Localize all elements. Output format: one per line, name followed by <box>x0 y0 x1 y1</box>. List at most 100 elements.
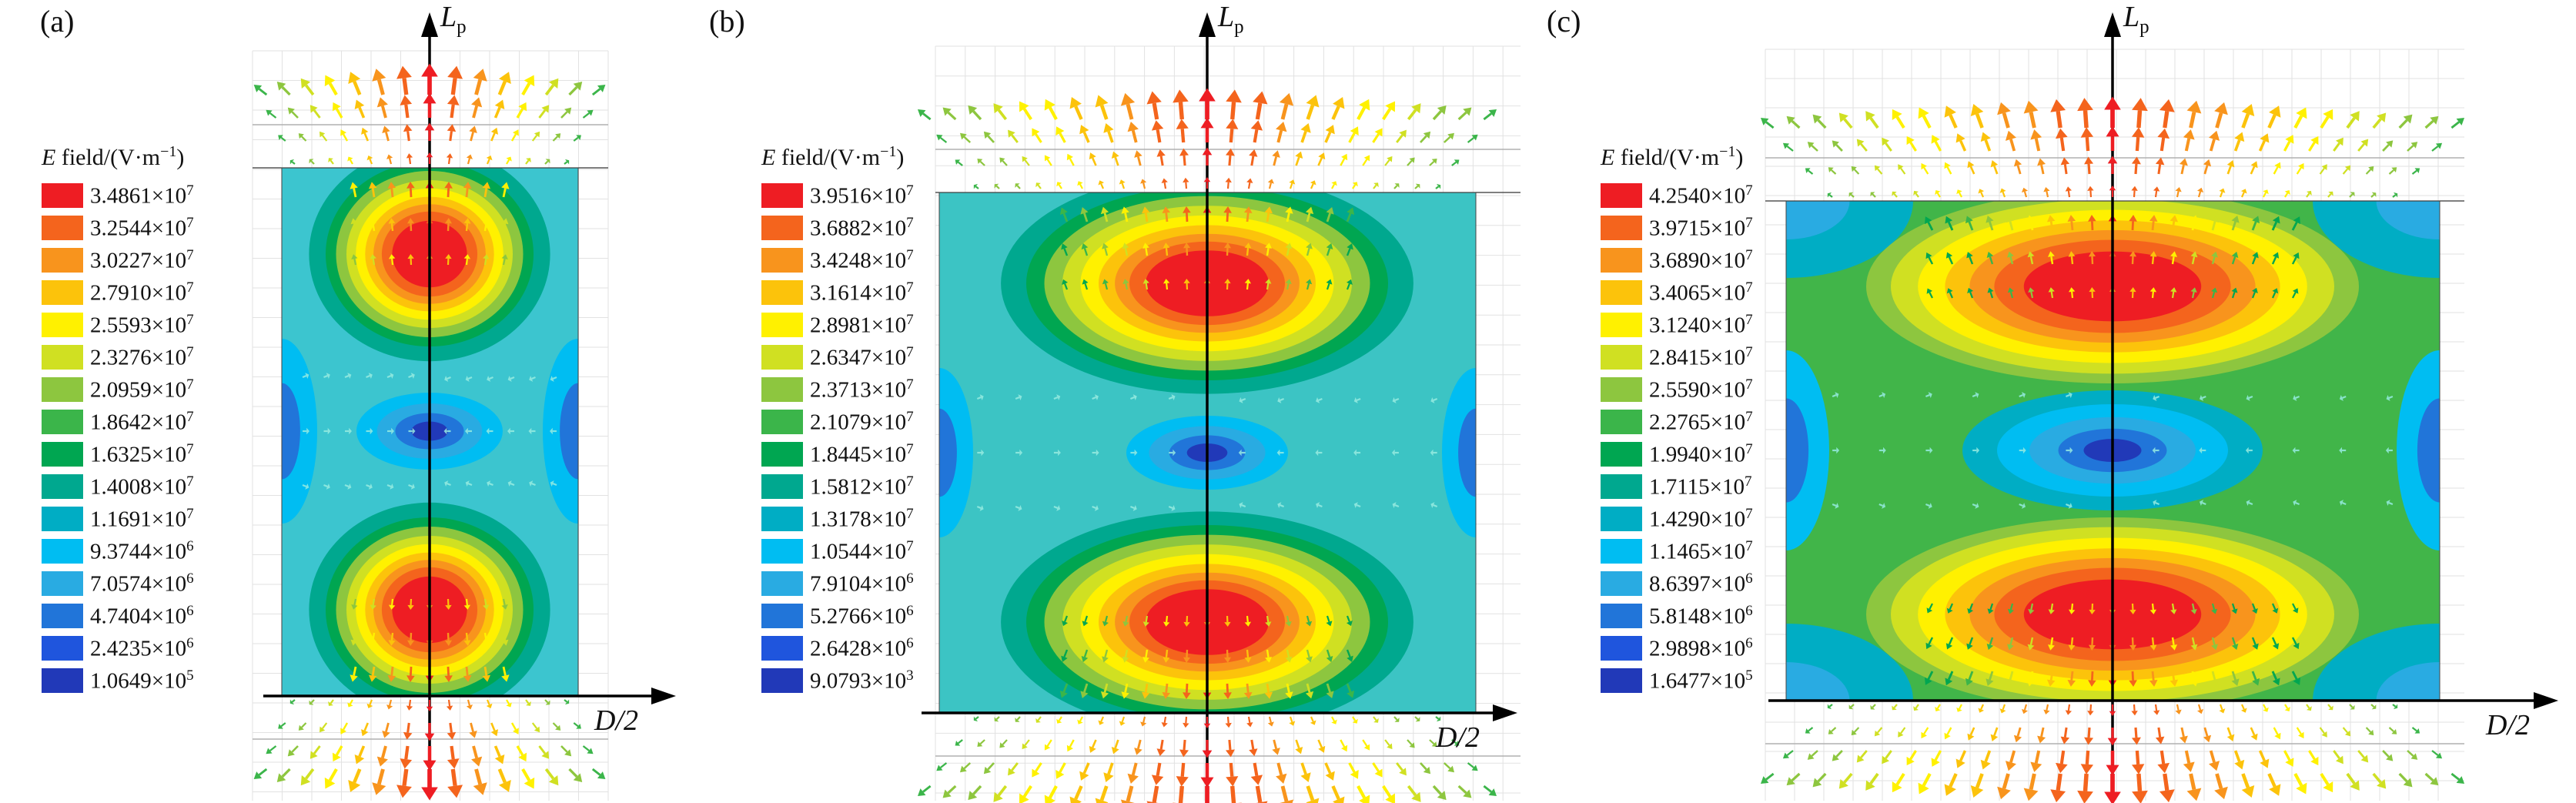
colorbar-swatch <box>761 216 803 240</box>
colorbar-value: 2.2765×107 <box>1649 409 1753 435</box>
colorbar-value: 2.1079×107 <box>810 409 914 435</box>
colorbar-row: 2.9898×106 <box>1601 636 1808 661</box>
colorbar-value: 8.6397×106 <box>1649 570 1753 597</box>
y-axis-symbol: L <box>1218 1 1235 33</box>
colorbar-swatch <box>42 636 83 661</box>
colorbar-row: 2.5590×107 <box>1601 377 1808 402</box>
colorbar-row: 2.2765×107 <box>1601 410 1808 434</box>
colorbar: 4.2540×107 3.9715×107 3.6890×107 3.4065×107… <box>1601 183 1808 693</box>
colorbar-value: 3.9715×107 <box>1649 215 1753 241</box>
colorbar-row: 1.3178×107 <box>761 507 969 531</box>
contour-layers <box>282 168 578 696</box>
legend-title-text: field/(V·m <box>55 145 161 170</box>
colorbar-swatch <box>1601 668 1642 693</box>
y-axis-label: Lp <box>2123 0 2149 38</box>
colorbar-row: 1.8642×107 <box>42 410 249 434</box>
legend-title-close: ) <box>896 145 905 170</box>
y-axis-label: Lp <box>1218 0 1244 38</box>
colorbar-value: 4.7404×106 <box>90 603 194 629</box>
colorbar-swatch <box>42 345 83 370</box>
colorbar-value: 1.1691×107 <box>90 506 194 532</box>
colorbar-row: 4.7404×106 <box>42 604 249 628</box>
y-axis-symbol: L <box>2123 1 2140 33</box>
colorbar-value: 5.8148×106 <box>1649 603 1753 629</box>
colorbar-value: 3.0227×107 <box>90 247 194 273</box>
panel-b: (b) E field/(V·m−1) 3.9516×107 3.6882×107… <box>691 0 1534 803</box>
colorbar-legend: E field/(V·m−1) 3.9516×107 3.6882×107 3.42… <box>761 143 969 701</box>
colorbar-value: 2.7910×107 <box>90 279 194 306</box>
colorbar-value: 7.0574×106 <box>90 570 194 597</box>
colorbar-value: 1.4008×107 <box>90 473 194 500</box>
colorbar-row: 1.0649×105 <box>42 668 249 693</box>
panel-c: (c) E field/(V·m−1) 4.2540×107 3.9715×107… <box>1534 0 2576 803</box>
colorbar-swatch <box>1601 539 1642 564</box>
colorbar-row: 3.6890×107 <box>1601 248 1808 273</box>
colorbar-swatch <box>42 507 83 531</box>
legend-title-symbol: E <box>761 145 776 170</box>
y-axis-symbol: L <box>440 1 457 33</box>
colorbar-row: 1.4290×107 <box>1601 507 1808 531</box>
colorbar-row: 3.6882×107 <box>761 216 969 240</box>
colorbar-row: 2.8981×107 <box>761 313 969 337</box>
colorbar-swatch <box>761 507 803 531</box>
colorbar-row: 1.1465×107 <box>1601 539 1808 564</box>
colorbar-row: 9.0793×103 <box>761 668 969 693</box>
colorbar-value: 2.0959×107 <box>90 376 194 403</box>
colorbar-value: 1.6477×105 <box>1649 667 1753 694</box>
colorbar-swatch <box>42 377 83 402</box>
colorbar-swatch <box>42 442 83 467</box>
legend-title-symbol: E <box>42 145 56 170</box>
legend-title: E field/(V·m−1) <box>1601 143 1808 171</box>
y-axis-subscript: p <box>2139 16 2149 38</box>
colorbar-legend: E field/(V·m−1) 4.2540×107 3.9715×107 3.68… <box>1601 143 1808 701</box>
colorbar-value: 1.8642×107 <box>90 409 194 435</box>
colorbar-row: 2.6347×107 <box>761 345 969 370</box>
colorbar-row: 1.1691×107 <box>42 507 249 531</box>
colorbar-swatch <box>1601 636 1642 661</box>
legend-title-symbol: E <box>1601 145 1615 170</box>
colorbar-value: 2.4235×106 <box>90 635 194 661</box>
colorbar-swatch <box>1601 571 1642 596</box>
colorbar-row: 7.0574×106 <box>42 571 249 596</box>
colorbar-value: 2.6428×106 <box>810 635 914 661</box>
colorbar-swatch <box>1601 474 1642 499</box>
x-axis-label: D/2 <box>1436 721 1480 754</box>
y-axis-arrowhead <box>1199 12 1216 37</box>
legend-title: E field/(V·m−1) <box>761 143 969 171</box>
colorbar-value: 1.0649×105 <box>90 667 194 694</box>
colorbar-swatch <box>761 410 803 434</box>
colorbar-swatch <box>1601 313 1642 337</box>
colorbar-row: 7.9104×106 <box>761 571 969 596</box>
colorbar-value: 3.1240×107 <box>1649 312 1753 338</box>
colorbar-swatch <box>42 410 83 434</box>
colorbar-swatch <box>1601 377 1642 402</box>
colorbar-swatch <box>42 604 83 628</box>
colorbar-value: 9.0793×103 <box>810 667 914 694</box>
colorbar-row: 2.5593×107 <box>42 313 249 337</box>
colorbar-value: 1.6325×107 <box>90 441 194 467</box>
colorbar-row: 1.9940×107 <box>1601 442 1808 467</box>
y-axis-subscript: p <box>457 16 467 38</box>
colorbar-value: 2.5593×107 <box>90 312 194 338</box>
colorbar-row: 3.1240×107 <box>1601 313 1808 337</box>
colorbar-value: 1.8445×107 <box>810 441 914 467</box>
legend-title-close: ) <box>176 145 185 170</box>
colorbar-row: 1.6477×105 <box>1601 668 1808 693</box>
colorbar-value: 3.6890×107 <box>1649 247 1753 273</box>
y-axis-label: Lp <box>440 0 467 38</box>
colorbar-value: 5.2766×106 <box>810 603 914 629</box>
colorbar-value: 3.2544×107 <box>90 215 194 241</box>
colorbar-swatch <box>42 474 83 499</box>
colorbar-row: 1.6325×107 <box>42 442 249 467</box>
colorbar-row: 8.6397×106 <box>1601 571 1808 596</box>
colorbar-value: 1.9940×107 <box>1649 441 1753 467</box>
colorbar-swatch <box>1601 345 1642 370</box>
colorbar-value: 1.5812×107 <box>810 473 914 500</box>
colorbar-row: 9.3744×106 <box>42 539 249 564</box>
colorbar-swatch <box>42 248 83 273</box>
field-vector-fans <box>917 88 1497 803</box>
colorbar-swatch <box>1601 183 1642 208</box>
x-axis-label: D/2 <box>2486 709 2530 741</box>
colorbar-value: 3.4248×107 <box>810 247 914 273</box>
